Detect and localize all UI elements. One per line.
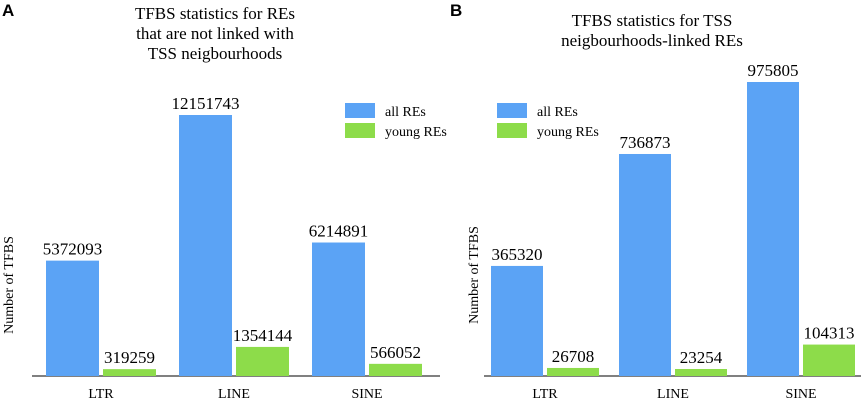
bars-panel-a: 5372093 319259 LTR 12151743 1354144 LINE 62148… — [43, 94, 422, 402]
x-tick-label-ltr: LTR — [532, 387, 558, 402]
panel-letter-a: A — [2, 1, 14, 20]
x-tick-label-sine: SINE — [351, 387, 382, 402]
chart-title-line-1: TFBS statistics for TSS — [572, 11, 733, 30]
data-label-sine-all-res: 6214891 — [309, 222, 369, 241]
bar-ltr-all-res — [491, 265, 543, 376]
data-label-line-all-res: 736873 — [620, 133, 671, 152]
panel-b: B TFBS statistics for TSS neigbourhoods-… — [450, 1, 861, 402]
y-axis-label: Number of TFBS — [2, 236, 17, 334]
x-tick-label-sine: SINE — [785, 387, 816, 402]
bar-sine-young-res — [803, 344, 855, 376]
x-tick-label-ltr: LTR — [88, 387, 114, 402]
legend-swatch-young-res — [497, 123, 527, 138]
data-label-ltr-young-res: 26708 — [552, 347, 595, 366]
bar-sine-young-res — [369, 363, 422, 376]
data-label-sine-young-res: 104313 — [804, 324, 855, 343]
bar-ltr-young-res — [103, 369, 156, 376]
chart-title-line-1: TFBS statistics for REs — [135, 4, 295, 23]
data-label-ltr-all-res: 5372093 — [43, 240, 103, 259]
legend-label-young-res: young REs — [385, 125, 447, 140]
data-label-line-all-res: 12151743 — [172, 94, 240, 113]
bars-panel-b: 365320 26708 LTR 736873 23254 LINE 975805 10431… — [491, 61, 855, 402]
data-label-line-young-res: 1354144 — [233, 326, 293, 345]
legend-swatch-young-res — [345, 123, 375, 138]
bar-ltr-young-res — [547, 367, 599, 376]
x-tick-label-line: LINE — [657, 387, 689, 402]
chart-title-line-2: neigbourhoods-linked REs — [561, 31, 743, 50]
bar-line-young-res — [675, 368, 727, 376]
data-label-sine-young-res: 566052 — [370, 343, 421, 362]
bar-sine-all-res — [312, 242, 365, 376]
bar-line-all-res — [619, 153, 671, 376]
bar-sine-all-res — [747, 82, 799, 376]
bar-line-all-res — [179, 115, 232, 376]
legend-label-all-res: all REs — [385, 105, 426, 120]
chart-title-line-3: TSS neigbourhoods — [148, 44, 283, 63]
panel-a: A TFBS statistics for REs that are not l… — [2, 1, 447, 402]
y-axis-label: Number of TFBS — [467, 226, 482, 324]
legend-label-all-res: all REs — [537, 105, 578, 120]
legend-label-young-res: young REs — [537, 125, 599, 140]
legend-swatch-all-res — [497, 103, 527, 118]
data-label-sine-all-res: 975805 — [748, 61, 799, 80]
panel-letter-b: B — [450, 1, 462, 20]
x-tick-label-line: LINE — [218, 387, 250, 402]
data-label-ltr-young-res: 319259 — [104, 348, 155, 367]
legend-swatch-all-res — [345, 103, 375, 118]
bar-ltr-all-res — [46, 260, 99, 376]
data-label-ltr-all-res: 365320 — [492, 245, 543, 264]
data-label-line-young-res: 23254 — [680, 348, 723, 367]
bar-line-young-res — [236, 346, 289, 376]
chart-title-line-2: that are not linked with — [136, 24, 294, 43]
